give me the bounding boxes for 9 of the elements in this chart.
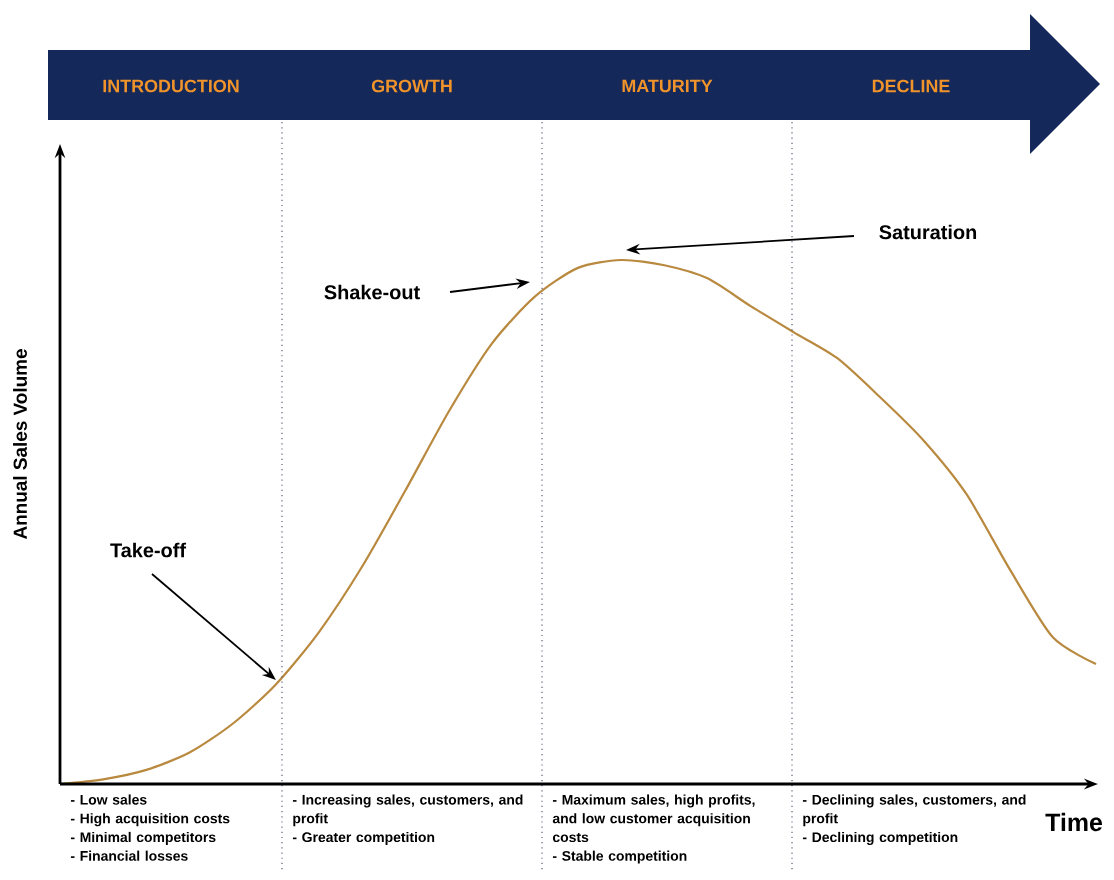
x-axis-title: Time — [1045, 812, 1103, 832]
text: GROWTH — [371, 79, 452, 93]
text: MATURITY — [622, 79, 713, 93]
text: DECLINE — [872, 79, 950, 93]
annotation: Shake-out — [324, 284, 420, 300]
text: Saturation — [879, 224, 977, 240]
text: INTRODUCTION — [103, 79, 239, 93]
annotation: Take-off — [110, 542, 187, 558]
y-axis-title: Annual Sales Volume — [13, 349, 27, 540]
